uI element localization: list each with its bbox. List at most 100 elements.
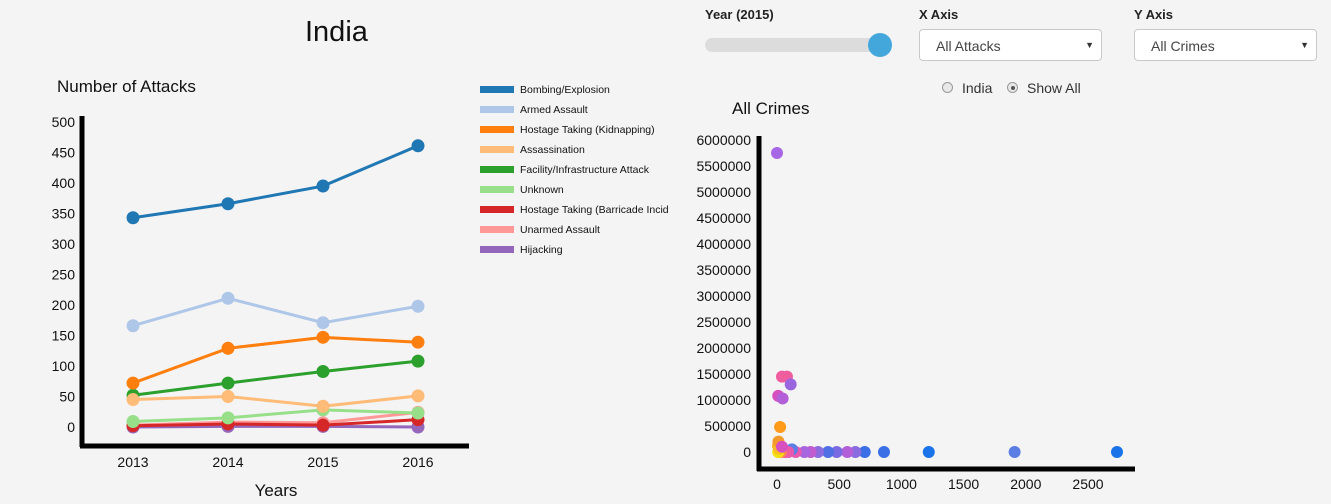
x-tick-label: 1500 bbox=[948, 476, 979, 492]
x-axis-select-value: All Attacks bbox=[936, 38, 1001, 54]
scatter-point bbox=[784, 378, 797, 391]
scatter-chart: 0 500000 1000000 1500000 2000000 2500000 30000… bbox=[696, 132, 1135, 492]
legend-swatch bbox=[480, 226, 514, 233]
data-point bbox=[316, 418, 330, 432]
series-line bbox=[132, 335, 419, 385]
data-point bbox=[221, 376, 235, 390]
legend-label: Unarmed Assault bbox=[520, 224, 600, 236]
y-tick-label: 3500000 bbox=[696, 262, 751, 278]
data-point bbox=[411, 354, 425, 368]
radio-india-label[interactable]: India bbox=[962, 80, 993, 96]
y-tick-label: 0 bbox=[67, 419, 75, 435]
y-axis-select[interactable]: All Crimes ▼ bbox=[1134, 29, 1317, 61]
legend-label: Bombing/Explosion bbox=[520, 84, 610, 96]
year-slider-label: Year (2015) bbox=[705, 7, 774, 22]
legend-label: Assassination bbox=[520, 144, 585, 156]
data-point bbox=[126, 376, 140, 390]
data-point bbox=[221, 197, 235, 211]
data-point bbox=[221, 291, 235, 305]
legend-label: Facility/Infrastructure Attack bbox=[520, 164, 650, 176]
series-line bbox=[132, 296, 419, 328]
legend-label: Hostage Taking (Kidnapping) bbox=[520, 124, 655, 136]
line-chart-title: Number of Attacks bbox=[57, 77, 196, 96]
y-tick-label: 500000 bbox=[704, 418, 751, 434]
legend-swatch bbox=[480, 86, 514, 93]
data-point bbox=[316, 316, 330, 330]
scatter-point bbox=[858, 446, 871, 458]
scatter-chart-title: All Crimes bbox=[732, 99, 810, 118]
x-tick-label: 500 bbox=[828, 476, 852, 492]
y-tick-label: 1000000 bbox=[696, 392, 751, 408]
scatter-point bbox=[822, 446, 835, 458]
x-axis-label: X Axis bbox=[919, 7, 959, 22]
x-tick-label: 0 bbox=[773, 476, 781, 492]
x-tick-label: 2500 bbox=[1072, 476, 1103, 492]
series-line bbox=[132, 144, 419, 220]
legend-label: Hostage Taking (Barricade Incid bbox=[520, 204, 669, 216]
scatter-point bbox=[771, 147, 783, 159]
chevron-down-icon: ▼ bbox=[1300, 40, 1309, 50]
scatter-point bbox=[776, 392, 789, 405]
y-tick-label: 300 bbox=[52, 236, 76, 252]
chevron-down-icon: ▼ bbox=[1085, 40, 1094, 50]
radio-show-all-label[interactable]: Show All bbox=[1027, 80, 1081, 96]
radio-india[interactable] bbox=[942, 82, 953, 93]
x-axis-select[interactable]: All Attacks ▼ bbox=[919, 29, 1102, 61]
y-tick-label: 1500000 bbox=[696, 366, 751, 382]
data-point bbox=[411, 335, 425, 349]
year-slider-track[interactable] bbox=[705, 38, 889, 52]
scatter-point bbox=[1111, 446, 1123, 458]
scatter-point bbox=[922, 446, 935, 458]
data-point bbox=[221, 390, 235, 403]
data-point bbox=[411, 406, 425, 420]
data-point bbox=[126, 393, 140, 407]
y-tick-label: 200 bbox=[52, 297, 76, 313]
y-tick-label: 5500000 bbox=[696, 158, 751, 174]
data-point bbox=[126, 319, 140, 333]
x-tick-label: 2016 bbox=[402, 454, 433, 470]
y-tick-label: 4000000 bbox=[696, 236, 751, 252]
data-point bbox=[411, 389, 425, 403]
y-tick-label: 400 bbox=[52, 175, 76, 191]
scatter-point bbox=[775, 440, 788, 453]
y-tick-label: 250 bbox=[52, 267, 76, 283]
x-tick-label: 2013 bbox=[117, 454, 148, 470]
data-point bbox=[221, 341, 235, 355]
data-point bbox=[316, 364, 330, 378]
y-tick-label: 6000000 bbox=[696, 132, 751, 148]
line-chart: 0 50 100 150 200 250 300 350 400 450 500 2013 2014 20… bbox=[52, 114, 469, 500]
data-point bbox=[411, 299, 425, 313]
y-tick-label: 350 bbox=[52, 206, 76, 222]
series-line bbox=[132, 408, 419, 424]
series-line bbox=[132, 359, 419, 397]
legend-swatch bbox=[480, 166, 514, 173]
y-tick-label: 5000000 bbox=[696, 184, 751, 200]
scatter-point bbox=[841, 446, 854, 458]
legend-swatch bbox=[480, 106, 514, 113]
legend-swatch bbox=[480, 126, 514, 133]
y-axis-label: Y Axis bbox=[1134, 7, 1174, 22]
series-line bbox=[132, 418, 419, 428]
legend-swatch bbox=[480, 186, 514, 193]
legend-label: Unknown bbox=[520, 184, 564, 196]
y-tick-label: 2500000 bbox=[696, 314, 751, 330]
radio-show-all[interactable] bbox=[1007, 82, 1018, 93]
y-tick-label: 100 bbox=[52, 358, 76, 374]
data-point bbox=[126, 211, 140, 225]
year-slider-thumb[interactable] bbox=[868, 33, 893, 57]
legend-swatch bbox=[480, 246, 514, 253]
scatter-point bbox=[830, 446, 843, 458]
series-line bbox=[132, 394, 419, 408]
data-point bbox=[126, 415, 140, 429]
y-tick-label: 2000000 bbox=[696, 340, 751, 356]
x-tick-label: 2015 bbox=[307, 454, 338, 470]
x-tick-label: 2000 bbox=[1010, 476, 1041, 492]
y-tick-label: 3000000 bbox=[696, 288, 751, 304]
legend-swatch bbox=[480, 146, 514, 153]
scatter-point bbox=[798, 446, 811, 458]
data-point bbox=[411, 139, 425, 153]
scatter-point bbox=[774, 421, 787, 434]
y-tick-label: 0 bbox=[743, 444, 751, 460]
data-point bbox=[316, 179, 330, 193]
